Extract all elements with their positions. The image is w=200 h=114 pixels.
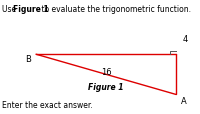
Text: B: B — [25, 55, 31, 64]
Text: 4: 4 — [183, 35, 188, 44]
Text: Use: Use — [2, 5, 18, 13]
Text: Figure 1: Figure 1 — [88, 82, 124, 91]
Text: A: A — [181, 96, 187, 105]
Text: 16: 16 — [101, 68, 111, 77]
Text: Enter the exact answer.: Enter the exact answer. — [2, 101, 93, 109]
Text: Figure 1: Figure 1 — [13, 5, 49, 13]
Text: to evaluate the trigonometric function.: to evaluate the trigonometric function. — [39, 5, 191, 13]
